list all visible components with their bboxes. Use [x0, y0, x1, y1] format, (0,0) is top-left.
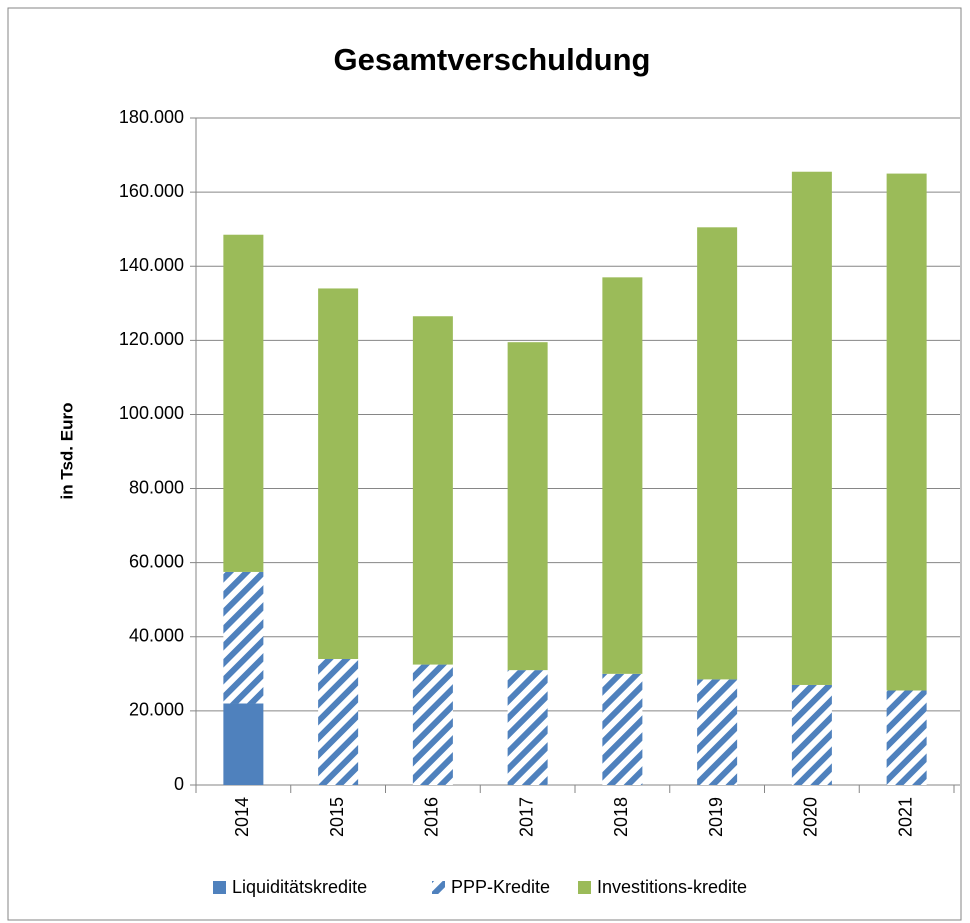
legend-swatch — [432, 881, 445, 894]
bar-segment — [223, 703, 264, 785]
legend-label: Liquiditätskredite — [232, 877, 367, 897]
bar-segment — [507, 670, 548, 785]
x-tick-label: 2021 — [895, 797, 915, 837]
legend-label: Investitions-kredite — [597, 877, 747, 897]
y-tick-label: 140.000 — [119, 255, 184, 275]
bar-segment — [412, 316, 453, 665]
bar-segment — [507, 342, 548, 671]
bar-segment — [886, 173, 927, 691]
x-tick-label: 2016 — [422, 797, 442, 837]
y-tick-label: 60.000 — [129, 551, 184, 571]
x-tick-label: 2017 — [516, 797, 536, 837]
x-tick-label: 2014 — [232, 797, 252, 837]
bar-segment — [223, 571, 264, 704]
y-tick-label: 20.000 — [129, 700, 184, 720]
y-tick-label: 100.000 — [119, 403, 184, 423]
bar-segment — [318, 288, 359, 660]
bar-segment — [697, 679, 738, 785]
y-tick-label: 180.000 — [119, 107, 184, 127]
legend-swatch — [213, 881, 226, 894]
bar-segment — [223, 234, 264, 572]
x-tick-label: 2020 — [801, 797, 821, 837]
y-axis-label: in Tsd. Euro — [57, 403, 76, 500]
y-tick-label: 120.000 — [119, 329, 184, 349]
bar-segment — [886, 690, 927, 785]
bar-segment — [412, 664, 453, 785]
chart-title: Gesamtverschuldung — [334, 42, 651, 77]
legend-label: PPP-Kredite — [451, 877, 550, 897]
x-tick-label: 2015 — [327, 797, 347, 837]
bar-segment — [602, 673, 643, 785]
x-tick-label: 2018 — [611, 797, 631, 837]
x-tick-label: 2019 — [706, 797, 726, 837]
legend-swatch — [578, 881, 591, 894]
bar-segment — [318, 659, 359, 785]
bar-segment — [602, 277, 643, 674]
y-tick-label: 160.000 — [119, 181, 184, 201]
bar-segment — [697, 227, 738, 680]
y-tick-label: 0 — [174, 774, 184, 794]
y-tick-label: 40.000 — [129, 626, 184, 646]
bar-segment — [791, 171, 832, 685]
y-tick-label: 80.000 — [129, 477, 184, 497]
bar-segment — [791, 684, 832, 785]
